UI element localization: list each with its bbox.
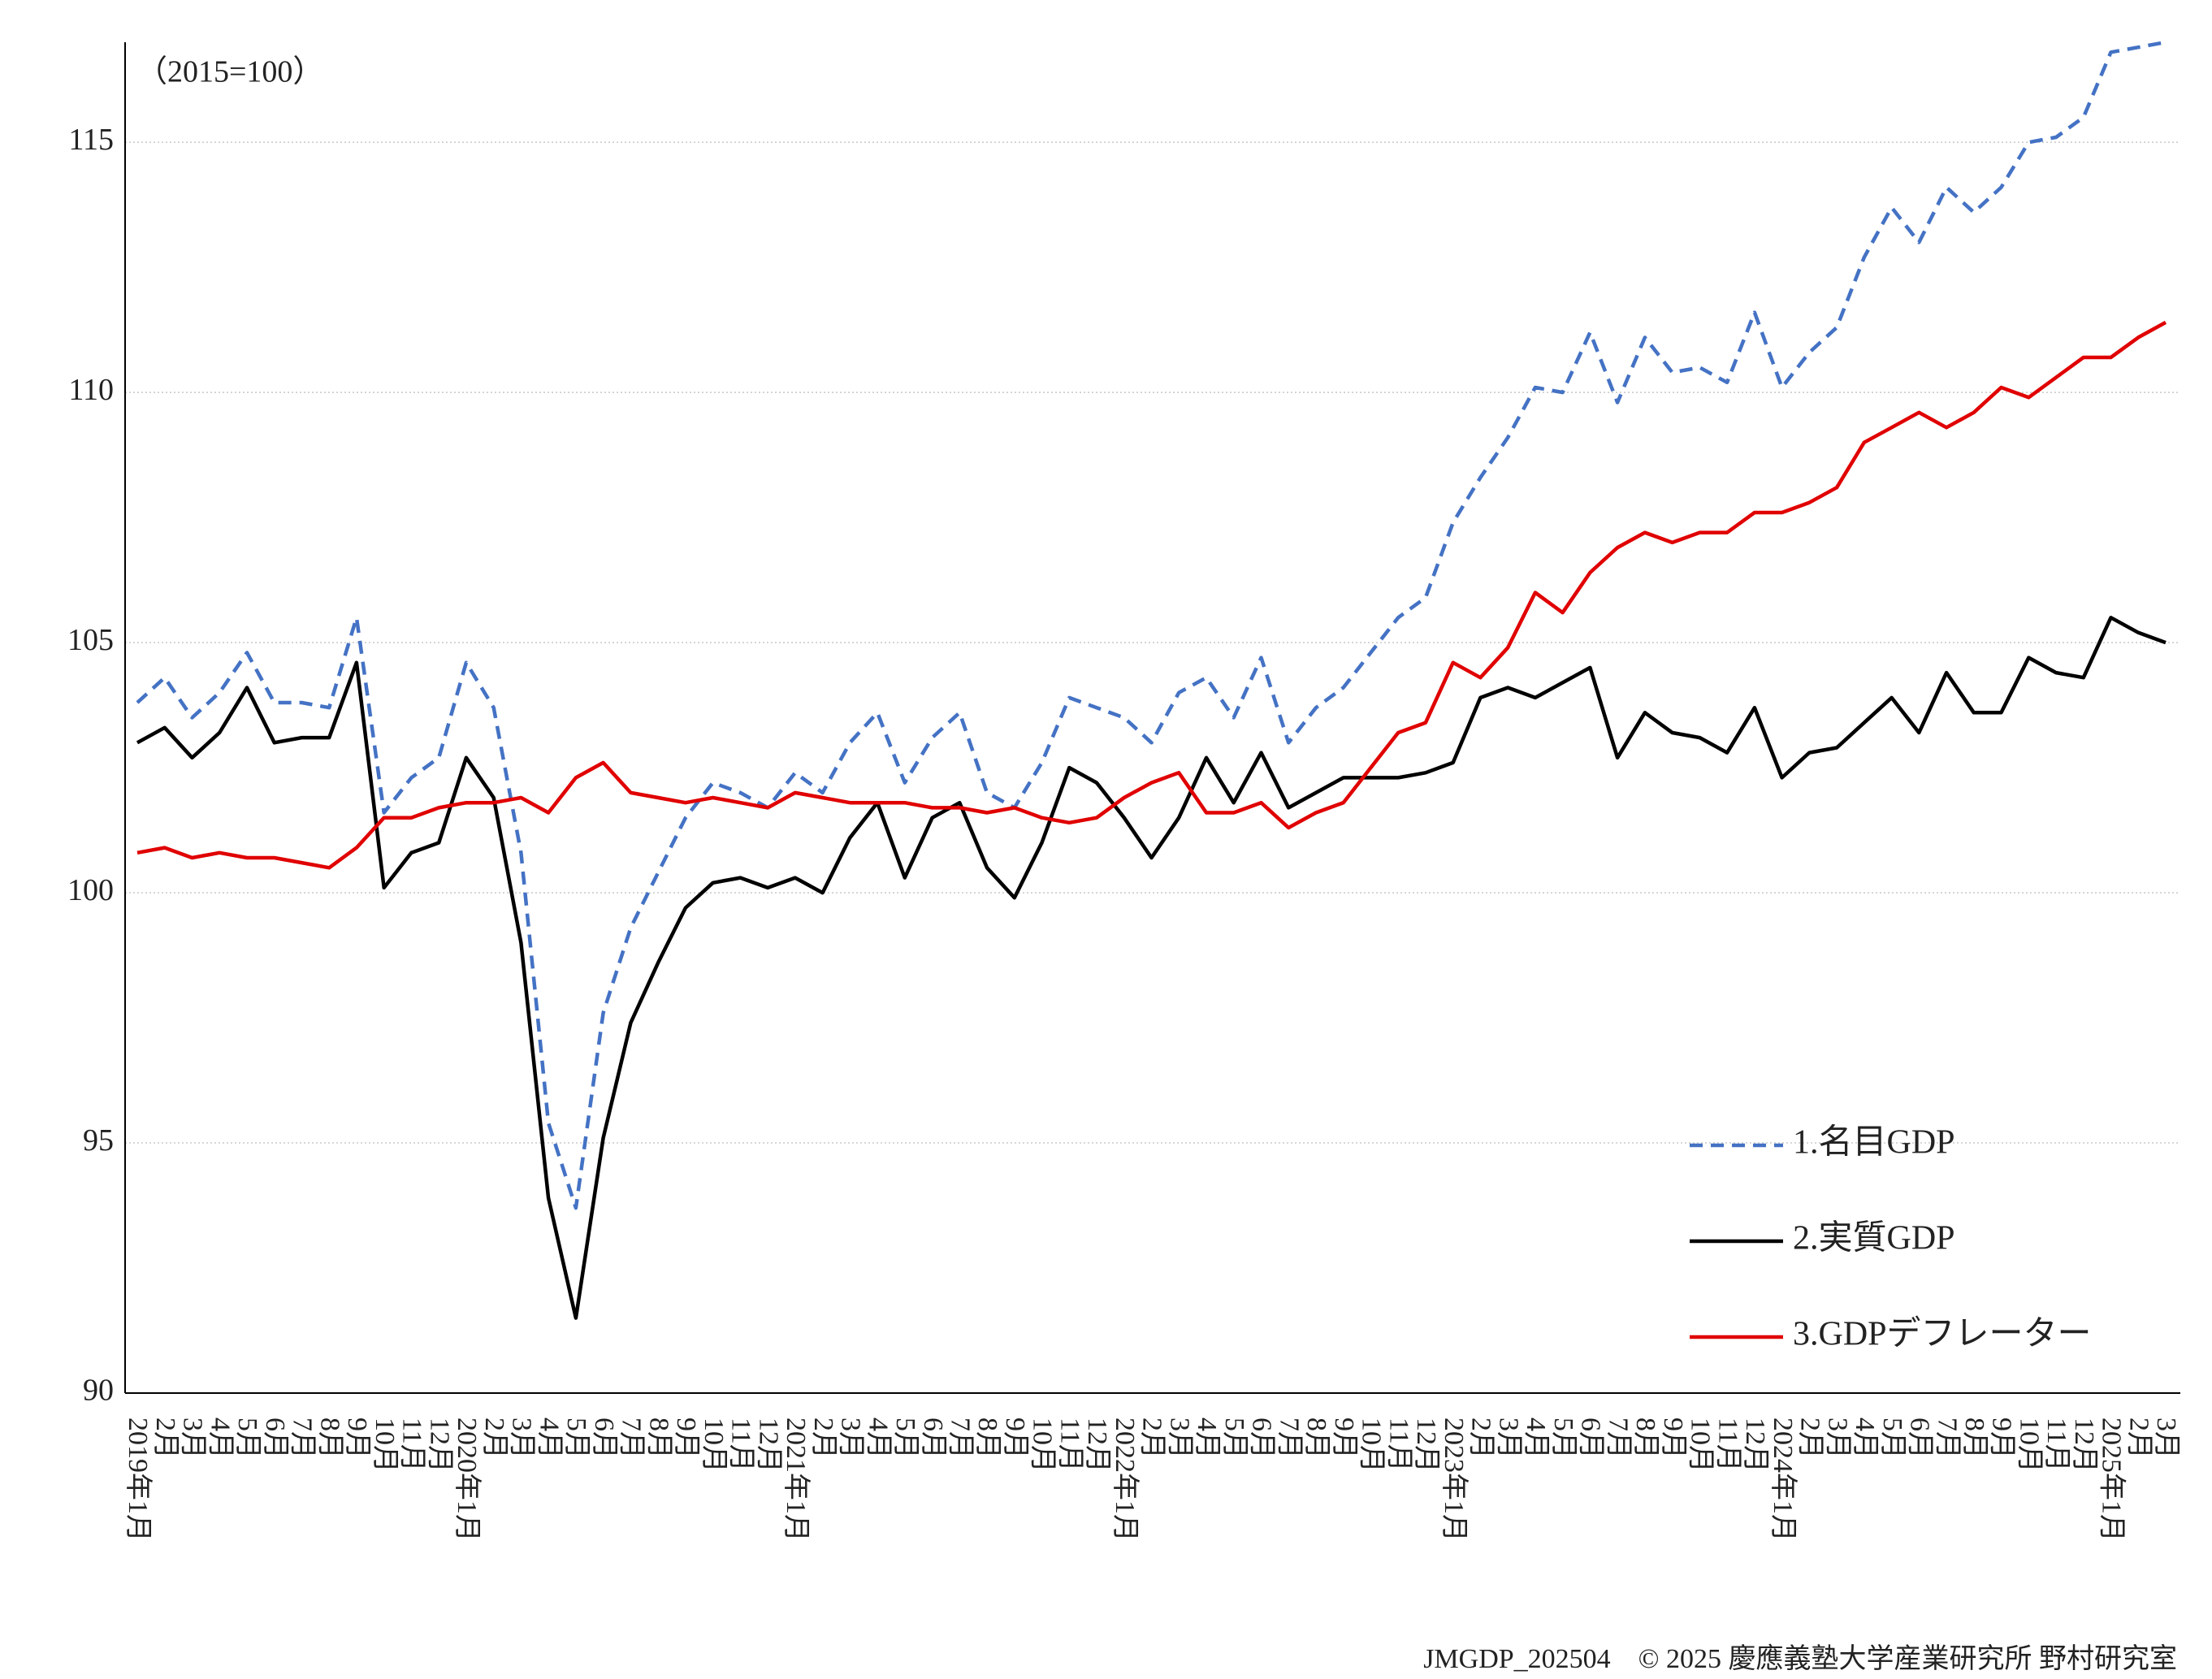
x-tick-label: 12月 xyxy=(424,1417,454,1473)
x-tick-label: 4月 xyxy=(534,1417,564,1459)
legend-label: 2.実質GDP xyxy=(1793,1220,1955,1257)
x-tick-label: 12月 xyxy=(1740,1417,1770,1473)
y-tick-label: 95 xyxy=(83,1123,114,1158)
x-tick-label: 5月 xyxy=(1877,1417,1907,1459)
y-tick-label: 110 xyxy=(68,373,114,407)
x-tick-label: 7月 xyxy=(1274,1417,1304,1459)
x-tick-label: 8月 xyxy=(972,1417,1002,1459)
x-tick-label: 4月 xyxy=(1192,1417,1222,1459)
x-tick-label: 10月 xyxy=(370,1417,400,1473)
x-tick-label: 9月 xyxy=(671,1417,701,1459)
x-tick-label: 10月 xyxy=(1686,1417,1716,1473)
x-tick-label: 5月 xyxy=(561,1417,591,1459)
x-tick-label: 10月 xyxy=(1357,1417,1387,1473)
x-tick-label: 9月 xyxy=(342,1417,372,1459)
x-tick-label: 12月 xyxy=(753,1417,783,1473)
x-tick-label: 2月 xyxy=(1137,1417,1167,1459)
x-tick-label: 7月 xyxy=(288,1417,318,1459)
x-tick-label: 2024年1月 xyxy=(1768,1417,1799,1542)
x-tick-label: 11月 xyxy=(1383,1417,1413,1472)
x-tick-label: 7月 xyxy=(1603,1417,1633,1459)
x-tick-label: 9月 xyxy=(1000,1417,1030,1459)
y-tick-label: 105 xyxy=(67,623,114,657)
x-tick-label: 3月 xyxy=(2151,1417,2181,1459)
x-tick-label: 8月 xyxy=(1301,1417,1331,1459)
legend-label: 1.名目GDP xyxy=(1793,1124,1955,1162)
x-tick-label: 3月 xyxy=(1164,1417,1194,1459)
x-tick-label: 2月 xyxy=(2123,1417,2154,1459)
x-tick-label: 11月 xyxy=(2041,1417,2071,1472)
x-tick-label: 8月 xyxy=(1959,1417,1989,1459)
x-tick-label: 2月 xyxy=(808,1417,838,1459)
x-tick-label: 4月 xyxy=(863,1417,893,1459)
x-tick-label: 2月 xyxy=(479,1417,509,1459)
x-tick-label: 4月 xyxy=(1850,1417,1880,1459)
annotation: （2015=100） xyxy=(136,55,323,89)
x-tick-label: 6月 xyxy=(1905,1417,1935,1459)
x-tick-label: 2021年1月 xyxy=(781,1417,812,1542)
y-tick-label: 100 xyxy=(67,873,114,907)
x-tick-label: 12月 xyxy=(2069,1417,2099,1473)
x-tick-label: 8月 xyxy=(314,1417,344,1459)
x-tick-label: 3月 xyxy=(178,1417,208,1459)
x-tick-label: 6月 xyxy=(1576,1417,1606,1459)
x-tick-label: 6月 xyxy=(260,1417,290,1459)
x-tick-label: 10月 xyxy=(699,1417,729,1473)
x-tick-label: 5月 xyxy=(890,1417,920,1459)
x-tick-label: 3月 xyxy=(1493,1417,1523,1459)
x-tick-label: 2019年1月 xyxy=(123,1417,154,1542)
x-tick-label: 2025年1月 xyxy=(2097,1417,2128,1542)
x-tick-label: 2020年1月 xyxy=(452,1417,483,1542)
x-tick-label: 5月 xyxy=(232,1417,262,1459)
x-tick-label: 7月 xyxy=(617,1417,647,1459)
x-tick-label: 11月 xyxy=(1712,1417,1742,1472)
footer: JMGDP_202504 © 2025 慶應義塾大学産業研究所 野村研究室 xyxy=(1423,1643,2177,1674)
x-tick-label: 11月 xyxy=(726,1417,756,1472)
x-tick-label: 8月 xyxy=(643,1417,673,1459)
x-tick-label: 6月 xyxy=(1247,1417,1277,1459)
x-tick-label: 4月 xyxy=(1521,1417,1551,1459)
x-tick-label: 3月 xyxy=(1822,1417,1852,1459)
x-tick-label: 12月 xyxy=(1411,1417,1441,1473)
x-tick-label: 2月 xyxy=(1466,1417,1496,1459)
x-tick-label: 6月 xyxy=(589,1417,619,1459)
x-tick-label: 6月 xyxy=(918,1417,948,1459)
x-tick-label: 10月 xyxy=(2014,1417,2044,1473)
legend-label: 3.GDPデフレーター xyxy=(1793,1315,2092,1353)
x-tick-label: 12月 xyxy=(1082,1417,1112,1473)
x-tick-label: 4月 xyxy=(205,1417,235,1459)
x-tick-label: 3月 xyxy=(836,1417,866,1459)
x-tick-label: 2月 xyxy=(1795,1417,1825,1459)
x-tick-label: 3月 xyxy=(507,1417,537,1459)
series-line xyxy=(136,320,2167,870)
x-tick-label: 9月 xyxy=(1987,1417,2017,1459)
y-tick-label: 115 xyxy=(68,123,114,157)
series-line xyxy=(136,40,2167,1210)
x-tick-label: 2月 xyxy=(150,1417,180,1459)
x-tick-label: 11月 xyxy=(1054,1417,1084,1472)
x-tick-label: 9月 xyxy=(1658,1417,1688,1459)
x-tick-label: 2023年1月 xyxy=(1439,1417,1470,1542)
x-tick-label: 9月 xyxy=(1329,1417,1359,1459)
x-tick-label: 8月 xyxy=(1630,1417,1660,1459)
x-tick-label: 5月 xyxy=(1219,1417,1249,1459)
y-tick-label: 90 xyxy=(83,1374,114,1408)
x-tick-label: 5月 xyxy=(1548,1417,1578,1459)
x-tick-label: 10月 xyxy=(1028,1417,1058,1473)
x-tick-label: 7月 xyxy=(1932,1417,1962,1459)
x-tick-label: 2022年1月 xyxy=(1110,1417,1141,1542)
x-tick-label: 7月 xyxy=(946,1417,976,1459)
x-tick-label: 11月 xyxy=(397,1417,427,1472)
series-line xyxy=(136,616,2167,1320)
